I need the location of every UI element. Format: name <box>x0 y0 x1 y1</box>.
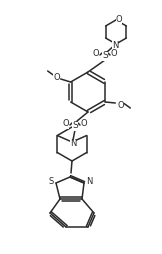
Text: O: O <box>63 119 69 129</box>
Text: O: O <box>93 50 99 58</box>
Text: O: O <box>53 73 60 83</box>
Text: O: O <box>111 50 117 58</box>
Text: O: O <box>81 119 87 129</box>
Text: N: N <box>86 178 92 186</box>
Text: O: O <box>117 101 124 109</box>
Text: S: S <box>102 52 108 60</box>
Text: N: N <box>112 40 118 50</box>
Text: S: S <box>72 121 78 131</box>
Text: O: O <box>116 14 122 24</box>
Text: N: N <box>70 139 76 149</box>
Text: S: S <box>48 178 54 186</box>
